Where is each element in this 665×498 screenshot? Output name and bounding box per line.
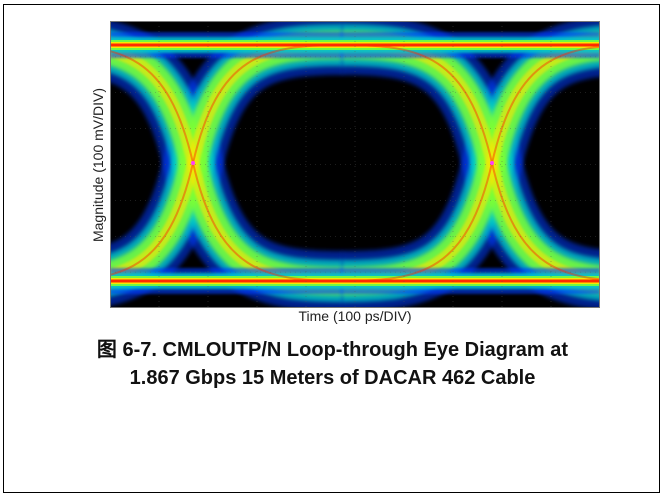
caption-line-1: 图 6-7. CMLOUTP/N Loop-through Eye Diagra… (96, 339, 569, 361)
x-axis-label: Time (100 ps/DIV) (298, 308, 412, 324)
eye-diagram-plot (110, 21, 600, 308)
figure-frame (3, 4, 660, 493)
eye-crossing-marker-1 (490, 161, 494, 165)
eye-diagram-svg (110, 21, 600, 308)
eye-crossing-marker-0 (191, 161, 195, 165)
eye-rail-0-4 (110, 43, 600, 47)
plot-border (110, 21, 600, 308)
y-axis-label: Magnitude (100 mV/DIV) (90, 87, 106, 243)
figure-caption: 图 6-7. CMLOUTP/N Loop-through Eye Diagra… (0, 336, 665, 392)
caption-line-2: 1.867 Gbps 15 Meters of DACAR 462 Cable (129, 367, 536, 389)
